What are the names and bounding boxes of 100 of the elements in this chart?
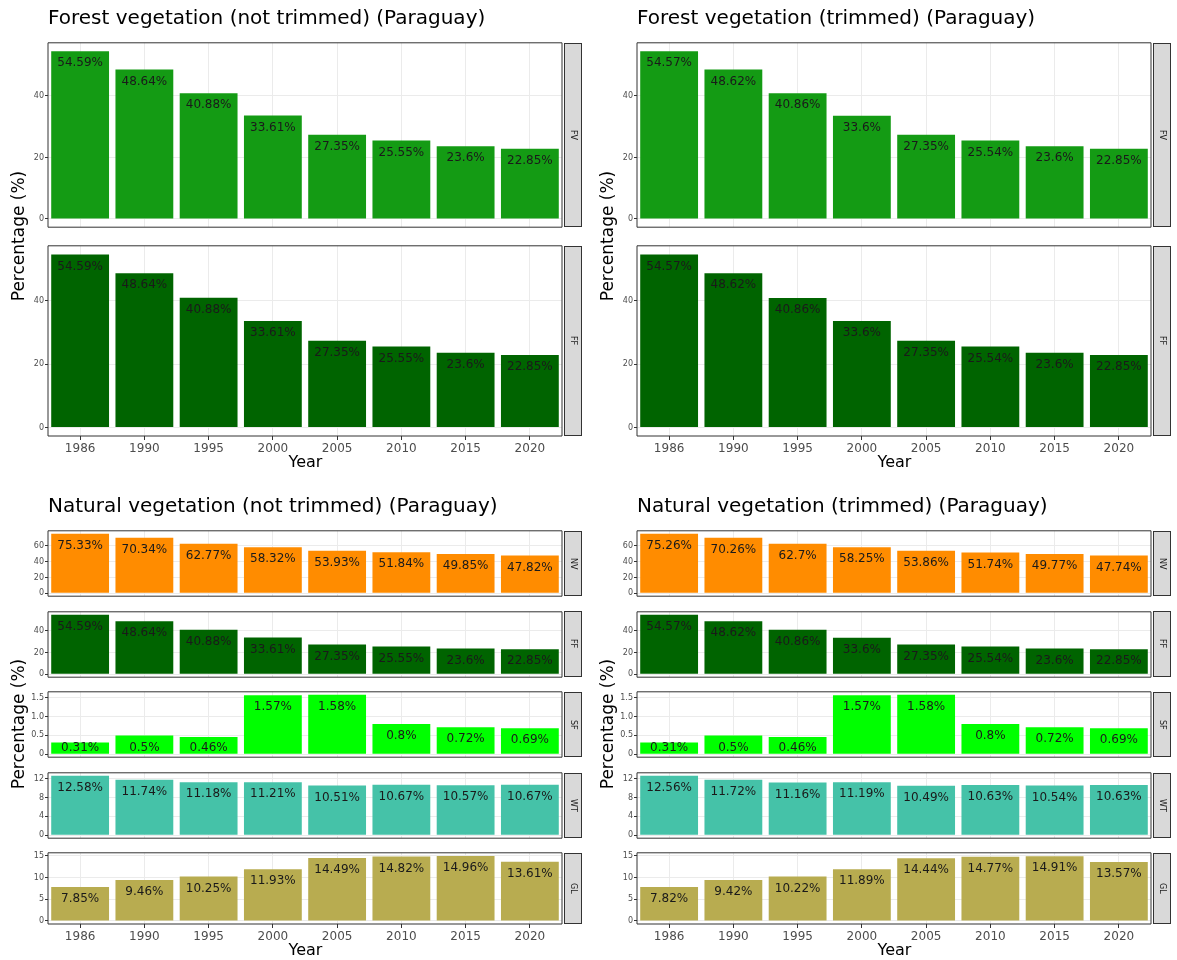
data-label: 22.85% bbox=[1095, 152, 1142, 167]
data-label: 1.58% bbox=[907, 699, 946, 714]
bar bbox=[243, 320, 302, 427]
text: WT bbox=[1157, 798, 1167, 812]
x-tick-label: 1995 bbox=[782, 441, 813, 456]
y-tick-label: 20 bbox=[33, 152, 44, 162]
bar bbox=[308, 858, 367, 921]
data-label: 10.63% bbox=[1095, 788, 1142, 803]
bar bbox=[179, 297, 238, 427]
bar bbox=[832, 782, 891, 835]
bar bbox=[1089, 784, 1148, 835]
y-tick-label: 60 bbox=[622, 540, 633, 550]
x-tick-label: 2020 bbox=[1103, 929, 1135, 944]
x-tick-label: 2005 bbox=[321, 441, 353, 456]
x-tick-label: 2015 bbox=[450, 929, 481, 944]
x-tick-label: 1986 bbox=[64, 441, 96, 456]
bar bbox=[308, 785, 367, 835]
y-axis-title: Percentage (%) bbox=[8, 170, 29, 302]
x-tick-label: 1986 bbox=[653, 441, 685, 456]
bar bbox=[704, 69, 763, 219]
data-label: 25.55% bbox=[378, 650, 425, 665]
bar bbox=[372, 552, 431, 593]
bar bbox=[243, 547, 302, 593]
bar bbox=[308, 550, 367, 593]
chart-title: Natural vegetation (trimmed) (Paraguay) bbox=[637, 493, 1048, 517]
data-label: 14.82% bbox=[378, 861, 425, 876]
y-tick-label: 0 bbox=[627, 830, 633, 840]
y-tick-label: 0.5 bbox=[31, 730, 44, 740]
y-tick-label: 0 bbox=[38, 588, 44, 598]
bar bbox=[640, 887, 699, 921]
text: NV bbox=[568, 557, 578, 570]
bar bbox=[1025, 146, 1084, 219]
bar bbox=[115, 735, 174, 754]
bar bbox=[436, 553, 495, 593]
x-axis-title: Year bbox=[877, 452, 912, 471]
x-axis-title: Year bbox=[288, 940, 323, 959]
text: GL bbox=[568, 883, 578, 895]
data-label: 10.67% bbox=[378, 788, 425, 803]
data-label: 11.89% bbox=[838, 873, 885, 888]
data-label: 70.26% bbox=[710, 541, 757, 556]
text: FV bbox=[568, 129, 578, 141]
bar bbox=[436, 146, 495, 219]
bar bbox=[832, 320, 891, 427]
bar bbox=[308, 644, 367, 674]
data-label: 14.91% bbox=[1031, 860, 1078, 875]
bar bbox=[1025, 856, 1084, 921]
data-label: 22.85% bbox=[506, 152, 553, 167]
y-tick-label: 10 bbox=[622, 873, 633, 883]
bar bbox=[500, 784, 559, 835]
bar bbox=[640, 51, 699, 219]
x-tick-label: 1986 bbox=[653, 929, 685, 944]
data-label: 23.6% bbox=[446, 652, 485, 667]
bar bbox=[179, 782, 238, 835]
data-label: 22.85% bbox=[506, 653, 553, 668]
data-label: 40.88% bbox=[185, 633, 232, 648]
bar bbox=[51, 614, 110, 674]
data-label: 10.49% bbox=[903, 789, 950, 804]
data-label: 11.16% bbox=[774, 786, 821, 801]
y-tick-label: 0 bbox=[38, 668, 44, 678]
data-label: 13.57% bbox=[1095, 866, 1142, 881]
bar bbox=[372, 140, 431, 219]
bar bbox=[308, 134, 367, 219]
x-tick-label: 1990 bbox=[129, 441, 160, 456]
bar bbox=[897, 340, 956, 427]
data-label: 14.44% bbox=[903, 862, 950, 877]
bar bbox=[1025, 352, 1084, 427]
data-label: 0.5% bbox=[129, 739, 160, 754]
data-label: 40.86% bbox=[774, 302, 821, 317]
y-tick-label: 0.5 bbox=[620, 730, 633, 740]
y-tick-label: 40 bbox=[33, 91, 44, 101]
bar bbox=[1025, 785, 1084, 835]
x-tick-label: 2000 bbox=[846, 929, 878, 944]
data-label: 53.86% bbox=[903, 554, 950, 569]
data-label: 25.55% bbox=[378, 144, 425, 159]
y-tick-label: 20 bbox=[622, 572, 633, 582]
data-label: 25.54% bbox=[967, 144, 1014, 159]
y-tick-label: 20 bbox=[33, 359, 44, 369]
bar bbox=[243, 115, 302, 219]
bar bbox=[768, 543, 827, 593]
data-label: 27.35% bbox=[314, 344, 361, 359]
y-tick-label: 0 bbox=[627, 916, 633, 926]
x-tick-label: 2000 bbox=[257, 929, 289, 944]
bar bbox=[897, 694, 956, 754]
bar bbox=[436, 352, 495, 427]
bar bbox=[51, 51, 110, 219]
bar bbox=[115, 880, 174, 921]
bar bbox=[961, 346, 1020, 427]
data-label: 51.84% bbox=[378, 556, 425, 571]
data-label: 0.8% bbox=[386, 728, 417, 743]
data-label: 33.61% bbox=[249, 641, 296, 656]
chart-title: Forest vegetation (not trimmed) (Paraguay) bbox=[48, 5, 486, 29]
text: NV bbox=[1157, 557, 1167, 570]
bar bbox=[179, 629, 238, 674]
bar bbox=[897, 644, 956, 674]
y-tick-label: 0 bbox=[38, 213, 44, 223]
data-label: 40.88% bbox=[185, 97, 232, 112]
data-label: 27.35% bbox=[314, 138, 361, 153]
data-label: 10.63% bbox=[967, 788, 1014, 803]
data-label: 1.58% bbox=[318, 699, 357, 714]
data-label: 10.54% bbox=[1031, 789, 1078, 804]
